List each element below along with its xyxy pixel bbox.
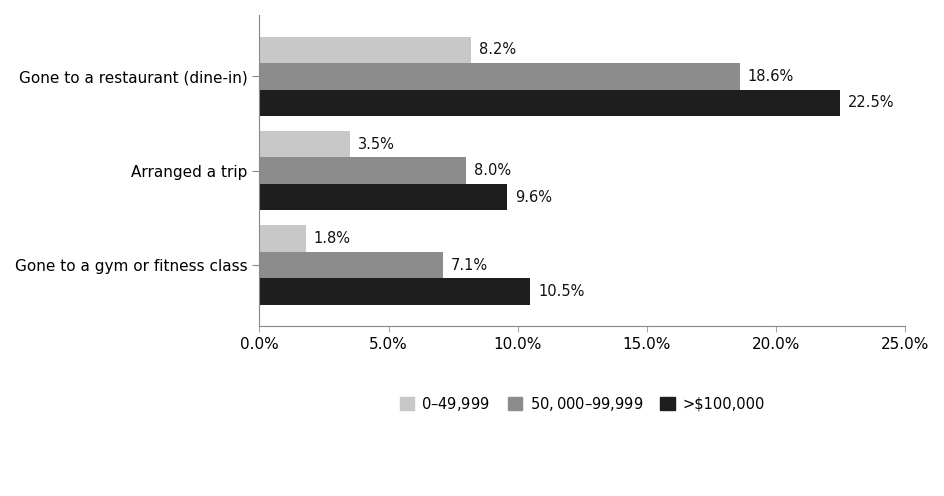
- Text: 3.5%: 3.5%: [358, 137, 395, 152]
- Text: 18.6%: 18.6%: [748, 69, 794, 84]
- Text: 9.6%: 9.6%: [515, 189, 552, 205]
- Bar: [260, 252, 443, 278]
- Text: 8.0%: 8.0%: [474, 163, 511, 178]
- Bar: [260, 63, 739, 90]
- Text: 8.2%: 8.2%: [479, 43, 516, 58]
- Bar: [260, 158, 466, 184]
- Text: 1.8%: 1.8%: [313, 231, 350, 246]
- Text: 10.5%: 10.5%: [538, 284, 584, 299]
- Bar: [260, 90, 840, 116]
- Legend: $0–$49,999, $50,000–$99,999, >$100,000: $0–$49,999, $50,000–$99,999, >$100,000: [394, 389, 770, 419]
- Bar: [260, 37, 471, 63]
- Bar: [260, 131, 350, 158]
- Bar: [260, 225, 306, 252]
- Bar: [260, 278, 531, 305]
- Text: 7.1%: 7.1%: [450, 257, 488, 273]
- Bar: [260, 184, 507, 210]
- Text: 22.5%: 22.5%: [848, 95, 895, 110]
